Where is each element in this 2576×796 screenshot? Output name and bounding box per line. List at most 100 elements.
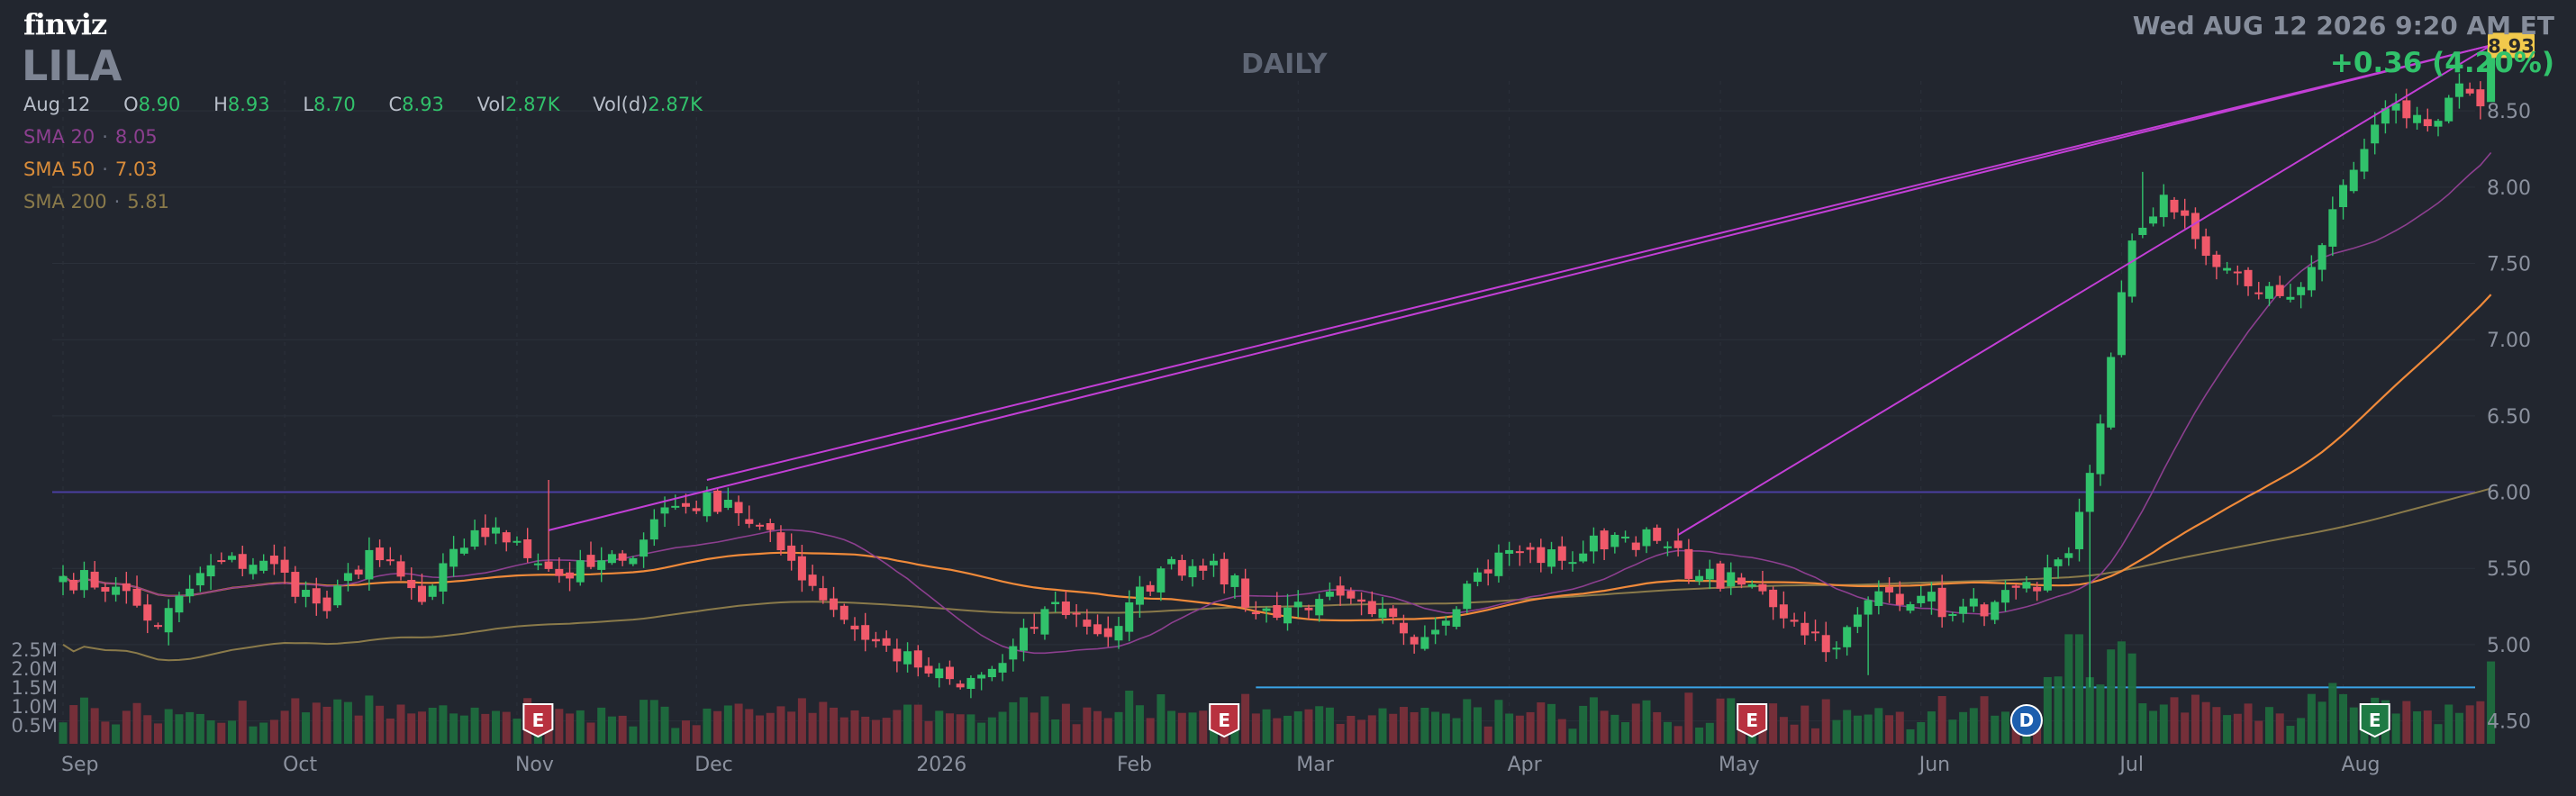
candle-body <box>2127 240 2136 297</box>
candle-body <box>797 556 806 581</box>
candle-body <box>2476 89 2485 107</box>
candle-body <box>1705 568 1714 580</box>
candle-body <box>1251 611 1260 615</box>
volume-bar <box>903 704 912 744</box>
volume-bar <box>343 701 352 744</box>
volume-bar <box>566 713 575 744</box>
candle-body <box>1146 584 1155 592</box>
candle-body <box>1885 586 1894 592</box>
candle-body <box>2054 559 2063 566</box>
volume-bar <box>1600 710 1609 744</box>
candle-body <box>819 588 828 601</box>
candle-body <box>481 527 490 538</box>
volume-bar <box>2444 704 2454 744</box>
volume-bar <box>1040 696 1049 744</box>
candle-body <box>2286 296 2295 300</box>
volume-bar <box>2149 710 2158 744</box>
volume-bar <box>228 720 237 744</box>
finviz-logo[interactable]: finviz <box>23 7 107 41</box>
ticker-symbol: LILA <box>22 41 122 90</box>
candle-body <box>79 570 88 591</box>
volume-bar <box>935 710 944 744</box>
volume-bar <box>322 706 331 744</box>
candle-body <box>1020 628 1029 651</box>
sma200-legend[interactable]: SMA 200 · 5.81 <box>23 191 170 213</box>
volume-bar <box>924 720 933 744</box>
candle-body <box>1431 629 1440 635</box>
candle-body <box>1821 635 1830 653</box>
candle-body <box>523 538 532 558</box>
high-label: H <box>213 94 228 115</box>
volume-bar <box>376 705 385 744</box>
dividend-marker: D <box>2009 704 2043 737</box>
candle-body <box>470 529 479 547</box>
candle-body <box>839 605 848 620</box>
volume-tick-label: 1.5M <box>11 677 58 699</box>
sma200-line <box>62 487 2491 662</box>
volume-bar <box>2307 693 2316 744</box>
candle-body <box>1125 602 1134 632</box>
volume-bar <box>396 704 405 744</box>
low-value: 8.70 <box>313 94 356 115</box>
candle-body <box>1420 637 1429 649</box>
candle-body <box>2297 286 2306 295</box>
volume-bar <box>2487 661 2496 744</box>
x-tick-label: Feb <box>1117 754 1152 776</box>
candles-layer <box>59 45 2496 699</box>
candle-body <box>1273 604 1282 619</box>
volume-bar <box>1653 711 1662 744</box>
volume-bar <box>1452 718 1461 744</box>
candle-body <box>703 492 712 517</box>
candle-body <box>1061 602 1070 616</box>
ohlc-date: Aug 12 <box>23 94 91 115</box>
candle-body <box>1083 620 1092 627</box>
volume-bar <box>459 715 468 744</box>
trendline-1 <box>548 44 2491 531</box>
candle-body <box>1864 600 1873 615</box>
volume-bar <box>882 718 891 744</box>
sma20-legend[interactable]: SMA 20 · 8.05 <box>23 126 158 148</box>
candle-body <box>153 625 162 628</box>
volume-bar <box>1906 728 1915 744</box>
candle-body <box>1347 591 1356 599</box>
candle-body <box>903 651 912 665</box>
volume-bar <box>808 712 817 744</box>
candle-body <box>1304 607 1313 611</box>
candle-body <box>2159 194 2168 218</box>
candle-body <box>2454 83 2463 97</box>
volume-bar <box>1273 718 1282 744</box>
volume-bar <box>1959 711 1968 744</box>
candle-body <box>1642 529 1651 547</box>
earnings-marker: E <box>1737 703 1768 738</box>
volume-bar <box>1568 728 1577 744</box>
candle-body <box>1483 569 1492 574</box>
sma50-legend[interactable]: SMA 50 · 7.03 <box>23 158 158 180</box>
candle-body <box>1579 553 1588 562</box>
candle-body <box>533 563 542 565</box>
volume-bar <box>797 698 806 744</box>
volume-bar <box>756 715 765 744</box>
candle-body <box>365 549 374 580</box>
volume-bar <box>1399 707 1408 744</box>
candle-body <box>2307 267 2316 291</box>
candle-body <box>1463 583 1472 610</box>
volume-bar <box>555 709 564 744</box>
candle-body <box>238 554 247 569</box>
candle-body <box>1695 575 1704 582</box>
candle-body <box>618 553 627 561</box>
candle-body <box>1293 602 1302 608</box>
volume-bar <box>1969 708 1978 744</box>
volume-bar <box>1537 702 1546 744</box>
candle-body <box>1156 568 1166 592</box>
volume-bar <box>893 710 902 744</box>
volume-bar <box>1389 713 1398 744</box>
candle-body <box>2096 423 2105 475</box>
candle-body <box>871 638 880 642</box>
candle-body <box>1505 549 1514 554</box>
volume-bar <box>1843 710 1852 744</box>
volume-tick-label: 0.5M <box>11 715 58 737</box>
candle-body <box>302 590 311 597</box>
volume-bar <box>1515 715 1524 744</box>
datetime-label: Wed AUG 12 2026 9:20 AM ET <box>2132 11 2554 41</box>
